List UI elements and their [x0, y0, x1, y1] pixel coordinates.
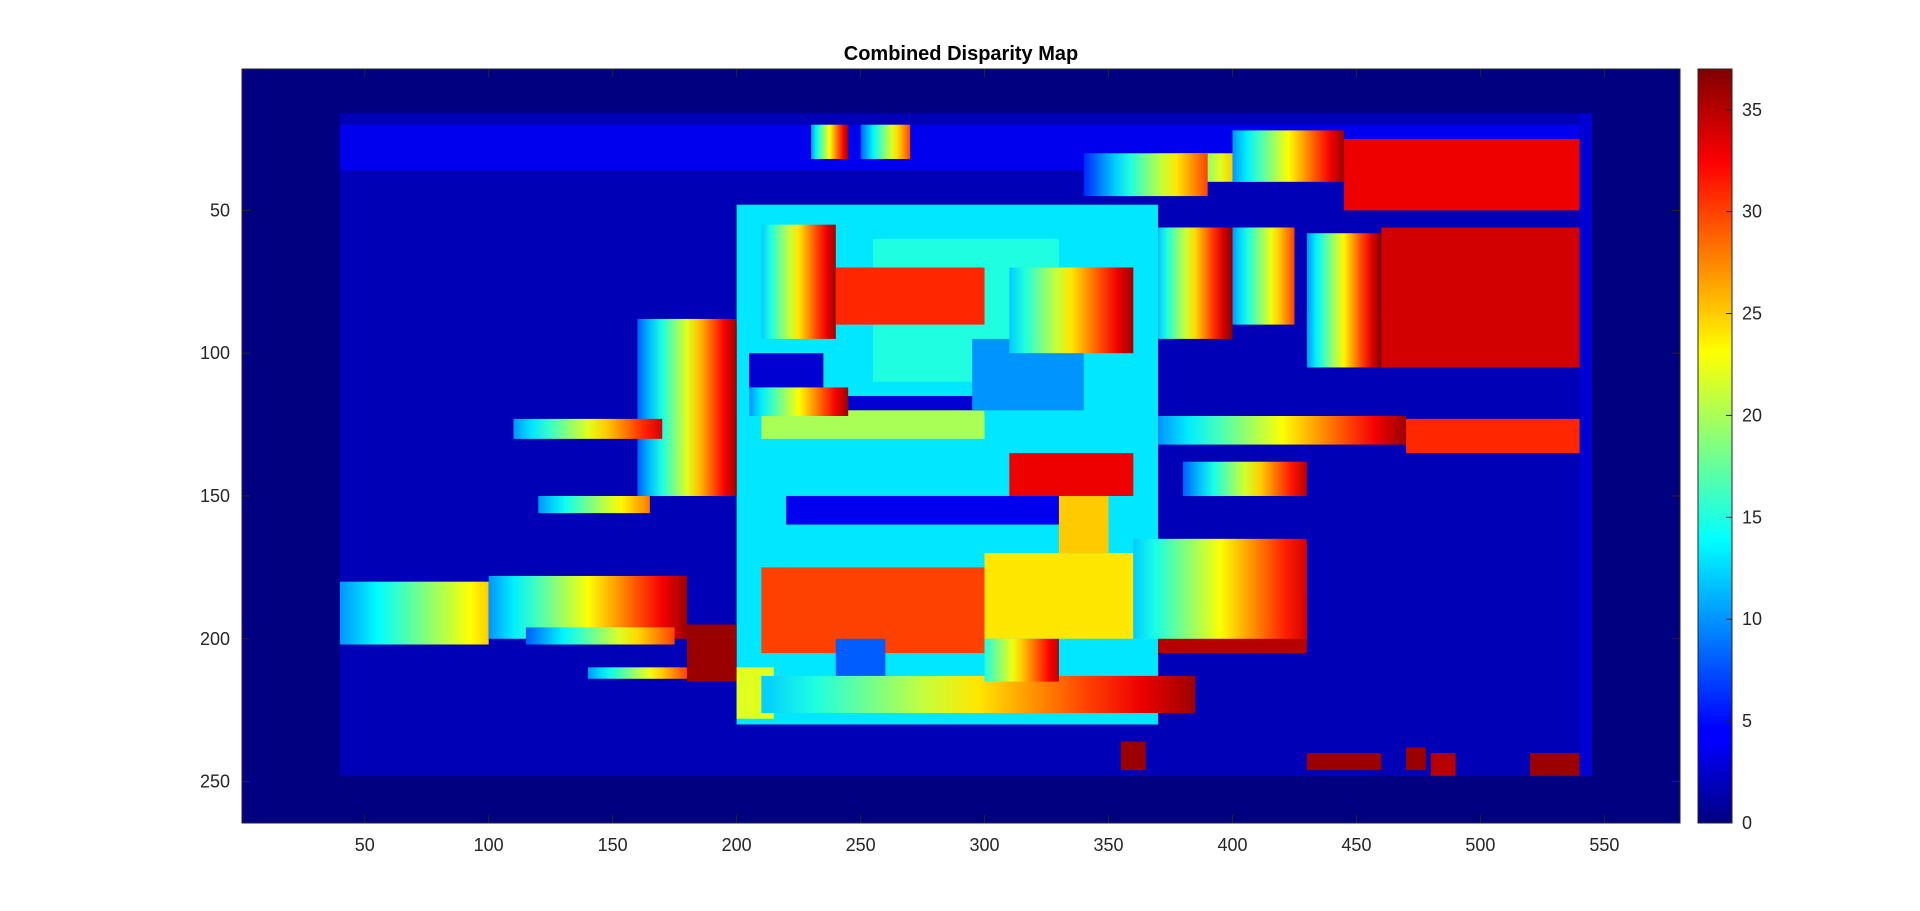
x-axis: 50 100 150 200 250 300 350 400 450 500 550 [355, 69, 1619, 855]
heatmap-region-25 [1306, 753, 1382, 771]
heatmap-region-29 [1530, 753, 1580, 776]
heatmap-region-9 [835, 267, 985, 325]
heatmap-band-1 [513, 418, 663, 439]
heatmap-band-12 [1232, 130, 1345, 182]
y-tick-label-250: 250 [200, 772, 230, 792]
x-tick-label-350: 350 [1093, 835, 1123, 855]
colorbar-ticks: 0 5 10 15 20 25 30 35 [1726, 100, 1762, 833]
heatmap-region-7 [786, 495, 1109, 525]
colorbar-tick-label-15: 15 [1742, 507, 1762, 527]
heatmap-region-27 [1120, 741, 1146, 771]
heatmap-region-13 [1009, 453, 1134, 496]
heatmap-band-2 [749, 387, 849, 417]
heatmap-region-1 [1579, 113, 1592, 776]
x-tick-label-250: 250 [846, 835, 876, 855]
colorbar-tick-label-30: 30 [1742, 202, 1762, 222]
heatmap-region-19 [1381, 227, 1580, 368]
colorbar-tick-label-20: 20 [1742, 405, 1762, 425]
heatmap-band-11 [1083, 153, 1208, 197]
heatmap-region-26 [1406, 747, 1426, 771]
heatmap-band-5 [860, 124, 911, 159]
colorbar-tick-label-0: 0 [1742, 813, 1752, 833]
heatmap-band-22 [587, 667, 688, 679]
plot-area[interactable]: 50 100 150 200 250 300 350 400 450 500 550 50 100 15… [200, 68, 1681, 855]
heatmap-region-15 [835, 638, 886, 682]
heatmap-band-19 [1133, 538, 1307, 639]
heatmap-band-3 [761, 224, 836, 339]
heatmap-band-18 [761, 675, 1196, 714]
x-tick-label-500: 500 [1465, 835, 1495, 855]
x-tick-label-50: 50 [355, 835, 375, 855]
heatmap-band-13 [1158, 416, 1407, 445]
colorbar-bar [1697, 68, 1733, 824]
heatmap-region-16 [687, 624, 737, 682]
heatmap-region-11 [761, 567, 985, 654]
heatmap-region-18 [1344, 138, 1580, 211]
y-tick-label-100: 100 [200, 343, 230, 363]
heatmap-band-0 [637, 318, 737, 496]
x-tick-label-450: 450 [1341, 835, 1371, 855]
colorbar: 0 5 10 15 20 25 30 35 [1697, 68, 1762, 833]
heatmap-band-15 [339, 581, 489, 645]
y-tick-label-50: 50 [210, 200, 230, 220]
y-tick-label-200: 200 [200, 629, 230, 649]
heatmap-region-22 [1406, 418, 1580, 454]
heatmap-band-7 [1158, 227, 1233, 339]
heatmap-regions [339, 113, 1592, 776]
x-tick-label-300: 300 [970, 835, 1000, 855]
heatmap-band-4 [811, 124, 849, 159]
colorbar-tick-label-5: 5 [1742, 711, 1752, 731]
heatmap-region-21 [1182, 387, 1580, 417]
heatmap-region-14 [1058, 495, 1109, 554]
x-tick-label-150: 150 [598, 835, 628, 855]
x-tick-label-550: 550 [1589, 835, 1619, 855]
colorbar-tick-label-35: 35 [1742, 100, 1762, 120]
x-tick-label-400: 400 [1217, 835, 1247, 855]
heatmap-region-28 [1430, 753, 1456, 776]
x-tick-label-200: 200 [722, 835, 752, 855]
heatmap-band-9 [1306, 233, 1382, 368]
heatmap-band-14 [1182, 461, 1307, 496]
colorbar-tick-label-25: 25 [1742, 304, 1762, 324]
heatmap-region-12 [984, 553, 1134, 639]
y-tick-label-150: 150 [200, 486, 230, 506]
chart-title: Combined Disparity Map [844, 43, 1078, 65]
heatmap-band-20 [984, 638, 1059, 682]
heatmap-region-4 [749, 353, 824, 388]
heatmap-band-8 [1232, 227, 1295, 325]
colorbar-tick-label-10: 10 [1742, 609, 1762, 629]
x-tick-label-100: 100 [474, 835, 504, 855]
y-axis: 50 100 150 200 250 [200, 200, 1680, 792]
heatmap-band-17 [525, 627, 675, 645]
heatmap-band-6 [1009, 267, 1134, 354]
heatmap-band-21 [538, 495, 650, 514]
plot-frame [241, 68, 1681, 824]
